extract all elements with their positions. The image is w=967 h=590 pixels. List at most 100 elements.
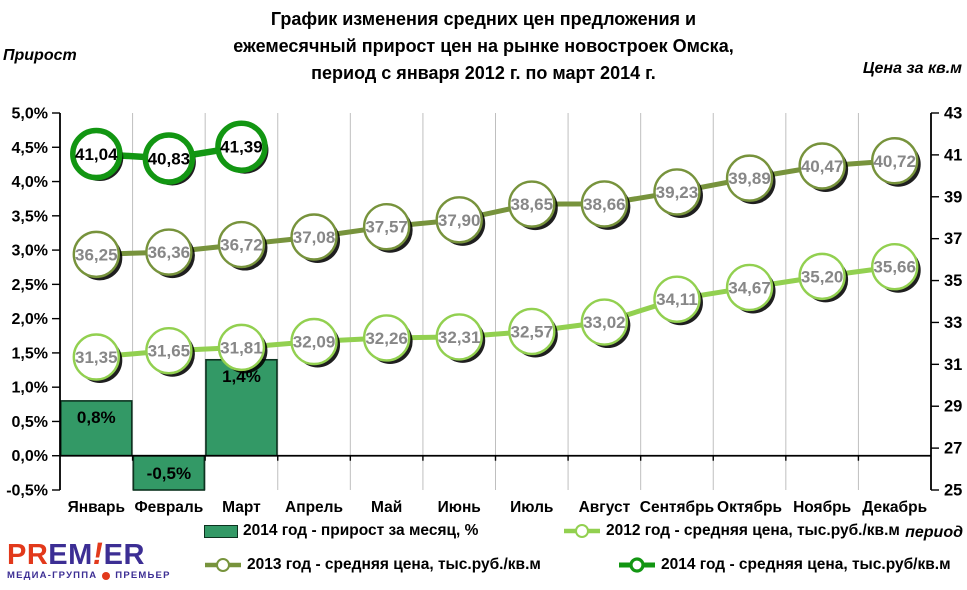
data-point-1-4 [362, 203, 411, 251]
data-label-1-5: 37,90 [438, 211, 481, 230]
data-label-1-9: 39,89 [728, 169, 771, 188]
logo-part-er: ER [103, 539, 145, 571]
data-point-1-8 [653, 168, 701, 216]
right-axis-tick-label: 39 [944, 188, 962, 206]
x-label-Август: Август [579, 499, 631, 516]
legend-bar-swatch [204, 524, 238, 538]
bar-label-Февраль: -0,5% [147, 464, 191, 483]
data-point-0-9 [725, 263, 774, 312]
left-axis-tick-label: -0,5% [6, 483, 48, 500]
data-point-1-3 [290, 213, 338, 261]
x-label-Сентябрь: Сентябрь [640, 499, 714, 516]
right-axis-tick-label: 33 [944, 314, 962, 332]
legend-label: 2013 год - средняя цена, тыс.руб./кв.м [247, 556, 541, 573]
x-label-Февраль: Февраль [134, 499, 203, 516]
data-label-0-7: 33,02 [583, 313, 626, 332]
legend-item-2013-line: 2013 год - средняя цена, тыс.руб./кв.м [204, 556, 541, 574]
data-label-2-1: 40,83 [148, 149, 191, 168]
data-point-1-11 [871, 137, 919, 185]
x-label-Март: Март [222, 499, 261, 516]
data-point-0-4 [362, 314, 411, 362]
left-axis-tick-label: 2,0% [12, 311, 48, 328]
data-point-1-0 [72, 230, 120, 279]
bar-Март [205, 358, 278, 457]
data-label-0-9: 34,67 [728, 278, 771, 297]
data-point-1-6 [508, 180, 556, 228]
logo-subtitle-right: ПРЕМЬЕР [115, 570, 171, 581]
legend-line-marker-2014 [618, 557, 656, 573]
left-axis-tick-label: 1,5% [12, 345, 48, 362]
data-point-2-2 [215, 120, 268, 173]
data-point-0-3 [290, 317, 338, 366]
legend-label: 2012 год - средняя цена, тыс.руб./кв.м [606, 522, 900, 539]
data-point-2-1 [142, 132, 196, 185]
left-axis-tick-label: 0,5% [12, 414, 48, 431]
legend-item-2014-line: 2014 год - средняя цена, тыс.руб/кв.м [618, 556, 951, 574]
x-label-Май: Май [371, 499, 402, 516]
data-point-1-5 [435, 196, 483, 244]
chart-title: График изменения средних цен предложения… [233, 9, 734, 83]
legend-item-2012-line: 2012 год - средняя цена, тыс.руб./кв.м [563, 522, 900, 540]
right-axis-tick-label: 25 [944, 482, 962, 500]
data-point-0-10 [798, 252, 846, 301]
left-axis-tick-label: 3,0% [12, 243, 48, 260]
data-label-0-0: 31,35 [75, 348, 118, 367]
data-label-0-8: 34,11 [656, 290, 698, 309]
left-axis-tick-label: 0,0% [12, 448, 48, 465]
data-label-0-3: 32,09 [293, 333, 336, 352]
data-label-1-1: 36,36 [148, 243, 191, 262]
legend-line-marker-2012 [563, 523, 601, 539]
data-point-0-1 [145, 327, 193, 375]
logo-part-pr: PR [7, 539, 49, 571]
data-point-1-10 [798, 142, 846, 190]
left-axis-tick-label: 4,0% [12, 174, 48, 191]
data-label-0-6: 32,57 [511, 322, 554, 341]
legend-line-marker-2013 [204, 557, 242, 573]
data-label-0-5: 32,31 [438, 328, 481, 347]
bar-label-Январь: 0,8% [77, 408, 116, 427]
left-axis-tick-label: 3,5% [12, 208, 48, 225]
data-label-1-7: 38,66 [583, 195, 626, 214]
x-label-Декабрь: Декабрь [862, 499, 927, 516]
data-label-1-11: 40,72 [873, 152, 916, 171]
left-axis-tick-label: 4,5% [12, 140, 48, 157]
data-point-0-11 [871, 243, 919, 291]
premier-logo: PREM!ER МЕДИА-ГРУППА ПРЕМЬЕР [7, 536, 177, 581]
data-label-0-10: 35,20 [801, 267, 844, 286]
logo-subtitle: МЕДИА-ГРУППА ПРЕМЬЕР [7, 570, 177, 581]
data-point-0-6 [508, 307, 556, 356]
data-point-0-7 [580, 298, 629, 346]
logo-dot-icon [102, 571, 111, 580]
left-axis-tick-label: 1,0% [12, 380, 48, 397]
data-label-1-8: 39,23 [656, 183, 699, 202]
bar-Февраль [132, 454, 206, 491]
x-label-Июль: Июль [510, 499, 553, 516]
data-point-1-2 [217, 220, 266, 269]
x-label-Июнь: Июнь [438, 499, 481, 516]
right-axis-title: Цена за кв.м [862, 60, 962, 77]
data-label-0-2: 31,81 [220, 338, 263, 357]
data-label-1-3: 37,08 [293, 228, 336, 247]
legend-item-2014-bars: 2014 год - прирост за месяц, % [204, 522, 478, 540]
data-point-1-9 [725, 154, 774, 202]
right-axis-tick-label: 31 [944, 356, 962, 374]
data-label-1-6: 38,65 [511, 195, 554, 214]
data-label-1-4: 37,57 [365, 218, 408, 237]
data-label-2-2: 41,39 [220, 138, 263, 157]
data-label-1-0: 36,25 [75, 245, 118, 264]
data-point-0-2 [217, 323, 266, 372]
legend-label: 2014 год - средняя цена, тыс.руб/кв.м [661, 556, 951, 573]
x-label-Ноябрь: Ноябрь [793, 499, 851, 516]
right-axis-tick-label: 43 [944, 105, 962, 123]
right-axis-tick-label: 37 [944, 230, 962, 248]
legend-label: 2014 год - прирост за месяц, % [243, 522, 479, 539]
x-label-Октябрь: Октябрь [717, 499, 782, 516]
logo-wordmark: PREM!ER [7, 536, 177, 571]
x-label-Январь: Январь [68, 499, 125, 516]
logo-subtitle-left: МЕДИА-ГРУППА [7, 570, 98, 581]
data-point-0-5 [435, 313, 483, 361]
left-axis-tick-label: 2,5% [12, 277, 48, 294]
data-label-1-10: 40,47 [801, 157, 844, 176]
